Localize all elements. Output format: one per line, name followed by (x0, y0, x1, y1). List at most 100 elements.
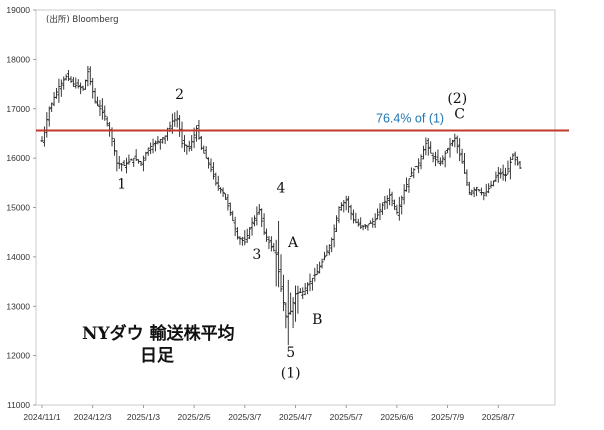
ohlc-bar (371, 217, 375, 228)
ohlc-bar (50, 102, 54, 113)
reference-line: 76.4% of (1) (36, 111, 569, 132)
ohlc-bar (400, 195, 404, 215)
ohlc-bar (293, 285, 298, 322)
ohlc-bar (298, 288, 302, 294)
ohlc-bar (373, 213, 377, 228)
ohlc-bar (421, 145, 426, 160)
ohlc-bar (209, 158, 213, 173)
ohlc-bar (245, 228, 249, 243)
ohlc-bar (339, 202, 343, 211)
ohlc-bar (322, 251, 327, 261)
x-tick-label: 2025/1/3 (127, 412, 160, 422)
ohlc-bar (409, 167, 413, 177)
ohlc-bar (291, 297, 295, 329)
ohlc-bar (194, 125, 199, 142)
ohlc-bar (482, 191, 486, 201)
ohlc-bar (233, 216, 237, 237)
ohlc-bar (361, 225, 365, 231)
ohlc-bar (491, 180, 496, 187)
y-tick-label: 14000 (6, 252, 30, 262)
ohlc-bar (279, 254, 283, 292)
ohlc-bar (76, 79, 80, 89)
ohlc-bar (91, 77, 95, 99)
ohlc-bar (47, 106, 51, 127)
x-tick-label: 2025/4/7 (279, 412, 312, 422)
ohlc-bar (158, 138, 162, 150)
ohlc-bar (141, 155, 145, 172)
ohlc-bar (448, 138, 452, 158)
wave-label: 2 (175, 87, 184, 103)
ohlc-bar (103, 105, 107, 121)
wave-labels: 1 2 3 4 A B 5 (1) (2)C (117, 87, 467, 381)
ohlc-bar (216, 175, 220, 191)
price-bars (40, 66, 522, 346)
ohlc-bar (134, 149, 138, 161)
ohlc-bar (351, 209, 356, 224)
ohlc-bar (272, 243, 276, 252)
reference-line-label: 76.4% of (1) (376, 111, 444, 125)
ohlc-bar (513, 151, 517, 166)
ohlc-bar (518, 160, 522, 170)
ohlc-bar (467, 181, 471, 195)
ohlc-bar (436, 149, 440, 164)
ohlc-bar (383, 195, 387, 210)
ohlc-bar (354, 212, 358, 224)
ohlc-bar (446, 147, 450, 154)
ohlc-bar (460, 148, 464, 164)
ohlc-bar (211, 162, 216, 180)
y-tick-label: 17000 (6, 104, 30, 114)
ohlc-bar (458, 138, 462, 162)
ohlc-bar (303, 282, 307, 296)
ohlc-bar (417, 158, 421, 174)
ohlc-bar (284, 302, 288, 329)
ohlc-bar (318, 261, 322, 274)
ohlc-bar (477, 189, 481, 192)
ohlc-bar (267, 236, 271, 249)
ohlc-bar (453, 133, 457, 148)
ohlc-bar (472, 187, 476, 198)
ohlc-bar (349, 204, 353, 220)
ohlc-bar (395, 204, 399, 215)
ohlc-bar (81, 85, 85, 91)
ohlc-bar (455, 135, 459, 154)
ohlc-bar (511, 153, 515, 160)
ohlc-bar (385, 195, 389, 209)
ohlc-bar (390, 191, 394, 207)
ohlc-bar (392, 199, 397, 210)
y-axis: 11000 12000 13000 14000 15000 16000 17000 18000… (6, 5, 36, 410)
ohlc-bar (252, 215, 257, 227)
ohlc-bar (277, 220, 281, 288)
ohlc-bar (404, 177, 409, 192)
ohlc-bar (378, 203, 382, 220)
chart-title-line-1: NYダウ 輸送株平均 (82, 323, 235, 344)
y-tick-label: 13000 (6, 301, 30, 311)
ohlc-bar (260, 208, 264, 228)
ohlc-bar (320, 258, 324, 269)
ohlc-bar (424, 137, 428, 156)
ohlc-bar (380, 202, 385, 215)
ohlc-bar (54, 87, 59, 99)
ohlc-bar (219, 187, 223, 194)
ohlc-bar (450, 139, 455, 147)
ohlc-bar (503, 167, 508, 182)
ohlc-bar (489, 180, 493, 189)
x-tick-label: 2025/8/7 (482, 412, 515, 422)
ohlc-bar (496, 166, 500, 183)
ohlc-bar (426, 138, 430, 156)
ohlc-bar (243, 230, 247, 246)
ohlc-bar (407, 178, 411, 193)
ohlc-bar (305, 282, 310, 295)
ohlc-bar (88, 66, 92, 86)
ohlc-bar (281, 274, 286, 312)
ohlc-bar (501, 164, 505, 181)
ohlc-bar (214, 172, 218, 186)
ohlc-bar (122, 160, 126, 166)
y-tick-label: 18000 (6, 54, 30, 64)
ohlc-bar (296, 285, 300, 314)
y-tick-label: 12000 (6, 351, 30, 361)
wave-label: (2) (447, 91, 467, 107)
ohlc-bar (139, 160, 143, 167)
ohlc-bar (250, 217, 254, 236)
ohlc-bar (347, 196, 351, 213)
